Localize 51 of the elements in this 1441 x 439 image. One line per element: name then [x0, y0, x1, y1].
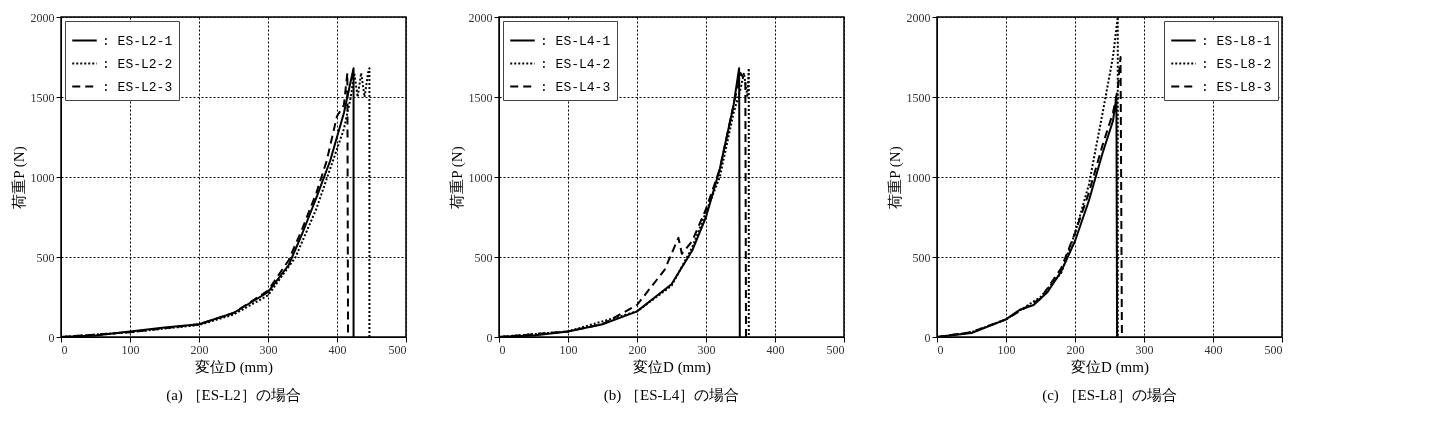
- x-tick-label: 300: [1135, 342, 1154, 357]
- x-tick-label: 400: [766, 342, 785, 357]
- x-tick-label: 100: [121, 342, 140, 357]
- y-tick-label: 500: [36, 250, 55, 265]
- y-tick-label: 1000: [468, 170, 493, 185]
- legend-label: : ES-L2-2: [102, 56, 173, 72]
- legend-label: : ES-L8-1: [1201, 33, 1272, 49]
- y-tick-label: 500: [912, 250, 931, 265]
- y-tick-label: 1500: [906, 90, 931, 105]
- y-tick-label: 0: [486, 330, 493, 345]
- x-tick-label: 400: [328, 342, 347, 357]
- x-tick-label: 400: [1204, 342, 1223, 357]
- legend-label: : ES-L4-1: [540, 33, 611, 49]
- y-tick-label: 2000: [468, 10, 493, 25]
- y-tick-label: 1000: [30, 170, 55, 185]
- y-tick-label: 1500: [468, 90, 493, 105]
- legend-label: : ES-L2-1: [102, 33, 173, 49]
- x-tick-label: 300: [259, 342, 278, 357]
- x-axis-title: 変位D (mm): [195, 358, 273, 376]
- x-tick-label: 200: [190, 342, 209, 357]
- x-tick-label: 0: [499, 342, 506, 357]
- y-tick-label: 2000: [30, 10, 55, 25]
- legend-label: : ES-L8-2: [1201, 56, 1272, 72]
- y-tick-label: 0: [48, 330, 55, 345]
- x-tick-label: 0: [61, 342, 68, 357]
- x-tick-label: 300: [697, 342, 716, 357]
- legend-label: : ES-L4-2: [540, 56, 611, 72]
- x-tick-label: 100: [997, 342, 1016, 357]
- y-tick-label: 1000: [906, 170, 931, 185]
- y-axis-title: 荷重P (N): [10, 146, 28, 209]
- y-tick-label: 500: [474, 250, 493, 265]
- x-tick-label: 500: [388, 342, 407, 357]
- y-tick-label: 0: [924, 330, 931, 345]
- legend-label: : ES-L4-3: [540, 79, 611, 95]
- x-tick-label: 500: [826, 342, 845, 357]
- text: (b) ［ES-L4］の場合: [603, 387, 740, 404]
- x-tick-label: 100: [559, 342, 578, 357]
- x-tick-label: 0: [937, 342, 944, 357]
- x-tick-label: 200: [628, 342, 647, 357]
- x-axis-title: 変位D (mm): [633, 358, 711, 376]
- y-tick-label: 1500: [30, 90, 55, 105]
- x-tick-label: 500: [1264, 342, 1283, 357]
- x-axis-title: 変位D (mm): [1071, 358, 1149, 376]
- legend-label: : ES-L2-3: [102, 79, 173, 95]
- legend-label: : ES-L8-3: [1201, 79, 1272, 95]
- text: (a) ［ES-L2］の場合: [166, 387, 301, 404]
- y-tick-label: 2000: [906, 10, 931, 25]
- y-axis-title: 荷重P (N): [448, 146, 466, 209]
- text: (c) ［ES-L8］の場合: [1042, 387, 1177, 404]
- x-tick-label: 200: [1066, 342, 1085, 357]
- y-axis-title: 荷重P (N): [886, 146, 904, 209]
